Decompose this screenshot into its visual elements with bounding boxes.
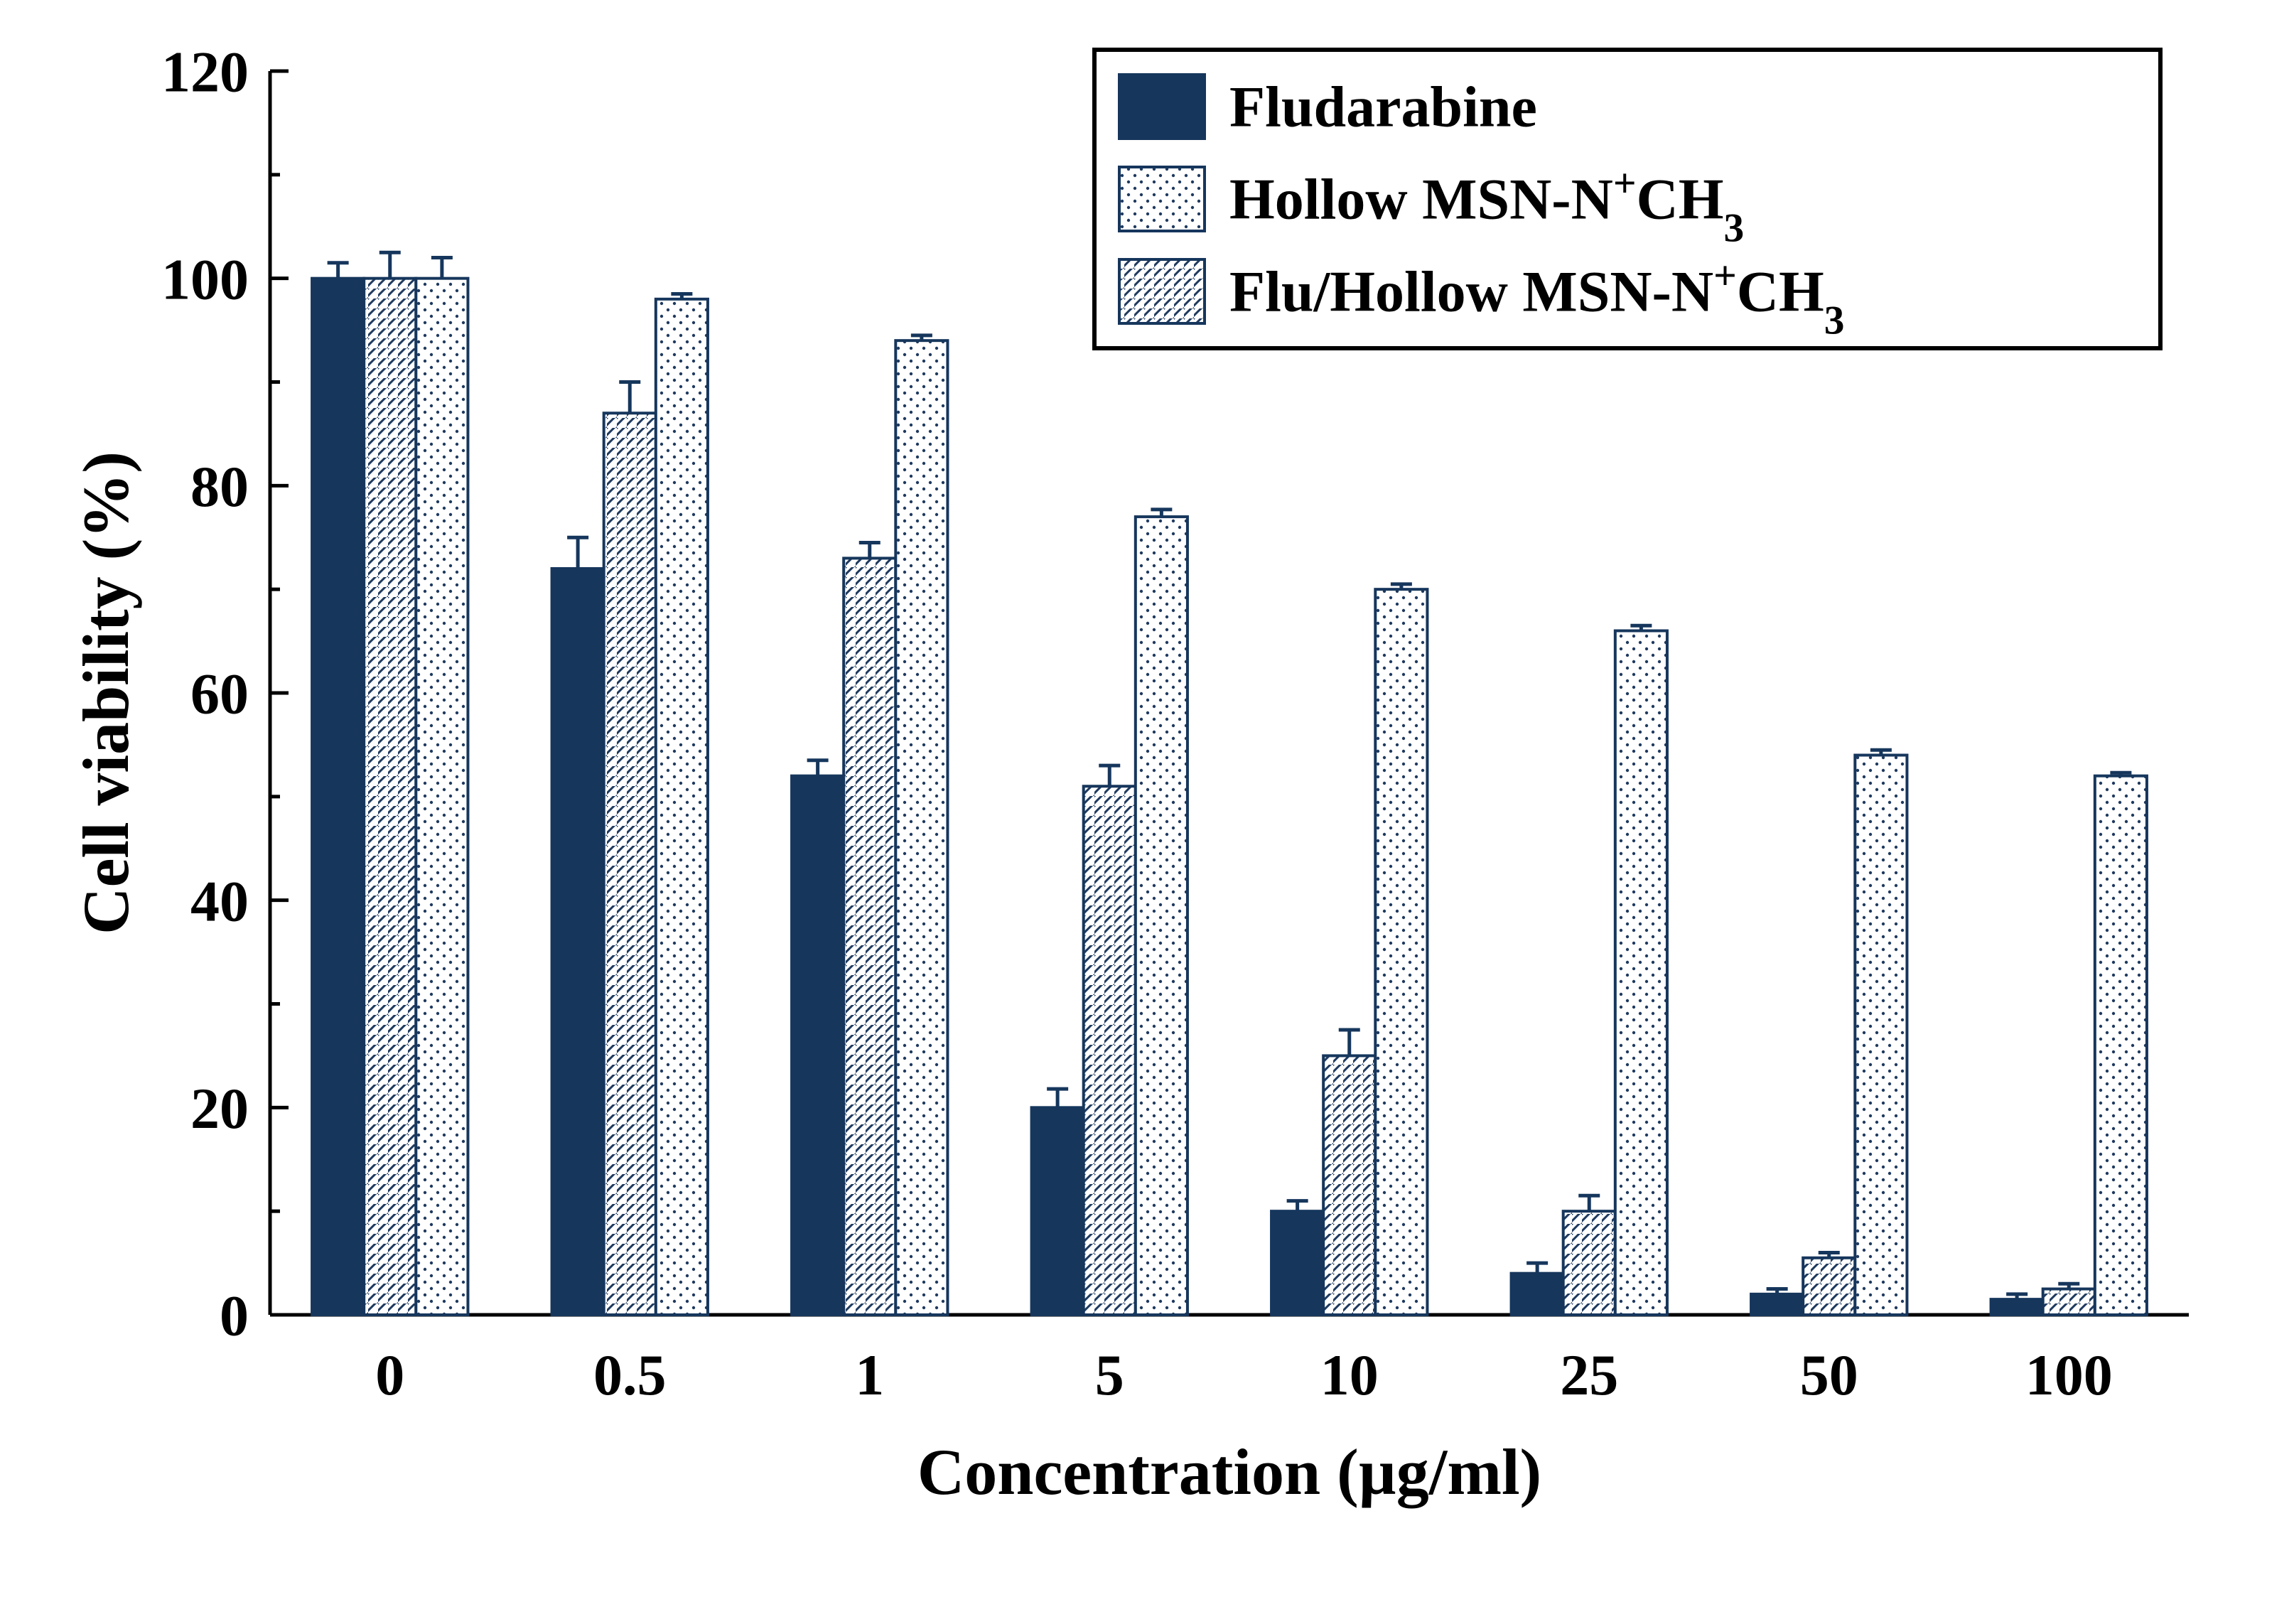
y-tick-label: 120: [161, 40, 249, 104]
bar-fludarabine: [792, 776, 844, 1315]
x-tick-label: 100: [2025, 1343, 2113, 1407]
bar-hollow_msn: [416, 279, 468, 1315]
y-tick-label: 80: [190, 454, 249, 519]
bar-hollow_msn: [2095, 776, 2147, 1315]
bar-flu_hollow_msn: [364, 279, 416, 1315]
bar-fludarabine: [552, 569, 604, 1315]
bar-fludarabine: [1991, 1299, 2043, 1315]
x-tick-label: 10: [1320, 1343, 1379, 1407]
y-tick-label: 40: [190, 869, 249, 933]
x-tick-label: 1: [855, 1343, 884, 1407]
bar-fludarabine: [1751, 1294, 1803, 1315]
y-tick-label: 100: [161, 247, 249, 311]
bar-flu_hollow_msn: [1803, 1258, 1855, 1315]
bar-flu_hollow_msn: [1084, 786, 1136, 1315]
legend-swatch-flu_hollow_msn: [1119, 259, 1205, 323]
x-tick-label: 50: [1800, 1343, 1858, 1407]
legend: FludarabineHollow MSN-N+CH3Flu/Hollow MS…: [1094, 50, 2160, 348]
y-tick-label: 20: [190, 1076, 249, 1141]
bar-hollow_msn: [1855, 755, 1907, 1316]
legend-label-fludarabine: Fludarabine: [1229, 74, 1537, 139]
bar-hollow_msn: [895, 340, 947, 1315]
viability-bar-chart: 0 20 40 60 80 100 120 0 0.5 1 5 10 25 50 100 Cell viab…: [0, 0, 2294, 1624]
bar-flu_hollow_msn: [844, 558, 895, 1315]
bar-fludarabine: [1271, 1211, 1323, 1315]
bar-hollow_msn: [656, 299, 708, 1315]
bar-flu_hollow_msn: [2043, 1289, 2095, 1315]
x-tick-label: 0: [375, 1343, 404, 1407]
y-tick-label: 0: [220, 1284, 249, 1348]
x-axis-label: Concentration (µg/ml): [917, 1436, 1541, 1508]
x-tick-label: 5: [1095, 1343, 1124, 1407]
bar-fludarabine: [312, 279, 364, 1315]
legend-swatch-hollow_msn: [1119, 167, 1205, 231]
y-axis-label: Cell viability (%): [70, 451, 142, 935]
bar-fludarabine: [1032, 1107, 1084, 1315]
bar-hollow_msn: [1136, 517, 1188, 1315]
bar-fludarabine: [1512, 1274, 1563, 1315]
bar-hollow_msn: [1615, 631, 1667, 1316]
bar-flu_hollow_msn: [1323, 1055, 1375, 1315]
legend-swatch-fludarabine: [1119, 75, 1205, 139]
bar-flu_hollow_msn: [604, 413, 656, 1315]
x-tick-label: 0.5: [593, 1343, 667, 1407]
bar-hollow_msn: [1375, 589, 1427, 1315]
x-tick-label: 25: [1560, 1343, 1618, 1407]
bar-flu_hollow_msn: [1563, 1211, 1615, 1315]
y-tick-label: 60: [190, 662, 249, 726]
